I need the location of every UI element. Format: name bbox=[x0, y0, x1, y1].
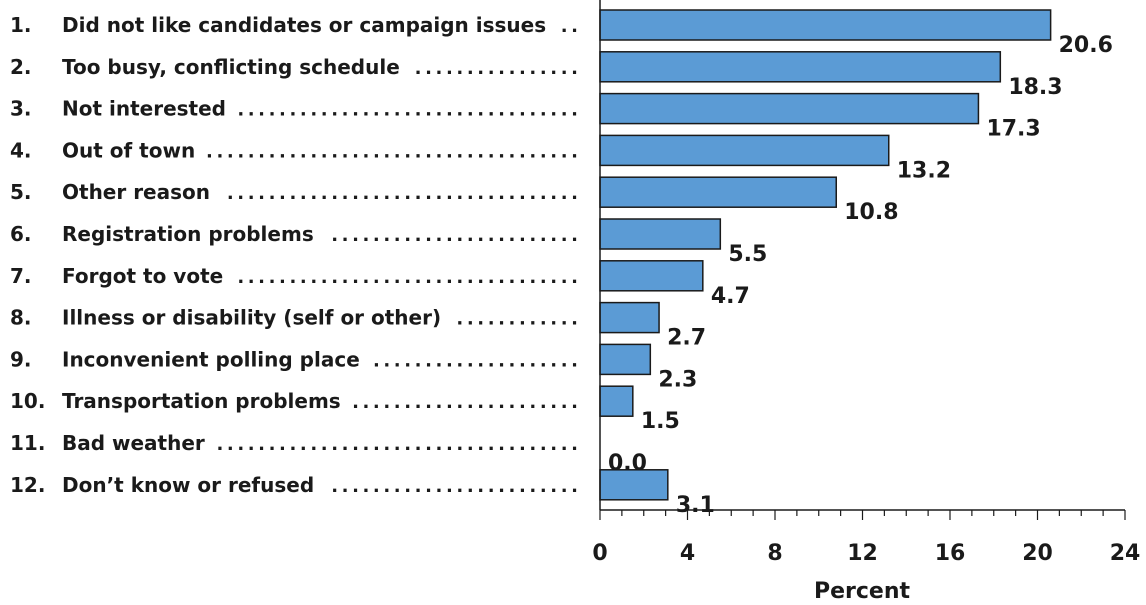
x-tick-label: 16 bbox=[935, 541, 966, 566]
category-label: Don’t know or refused bbox=[62, 473, 314, 497]
category-number: 11. bbox=[10, 431, 45, 455]
bar bbox=[599, 469, 669, 501]
dot-leader: . . . . . . . . . . . . . . . . . . . . … bbox=[237, 267, 578, 288]
category-number: 3. bbox=[10, 97, 32, 121]
value-label: 2.7 bbox=[667, 326, 706, 351]
category-label: Out of town bbox=[62, 138, 195, 162]
value-label: 3.1 bbox=[676, 493, 715, 518]
x-tick-label: 0 bbox=[592, 541, 607, 566]
category-number: 10. bbox=[10, 389, 45, 413]
bar bbox=[599, 385, 634, 417]
x-tick-label: 8 bbox=[767, 541, 782, 566]
category-label: Inconvenient polling place bbox=[62, 347, 360, 371]
value-labels: 20.6 18.3 17.3 13.2 10.8 5.5 4.72.7 2.3 1.5 0.0 3.… bbox=[608, 33, 1113, 518]
bar bbox=[599, 260, 704, 292]
category-number: 5. bbox=[10, 180, 32, 204]
dot-leader: . . . . . . . . . . . . . . . . . . . . bbox=[373, 350, 578, 371]
dot-leader: . . . . . . . . . . . . . . . . . . . . … bbox=[331, 225, 578, 246]
bar bbox=[599, 343, 652, 376]
bar bbox=[599, 51, 1002, 83]
value-label: 2.3 bbox=[658, 367, 697, 392]
bar bbox=[599, 9, 1052, 41]
value-label: 10.8 bbox=[844, 200, 898, 225]
dot-leader: . . . . . . . . . . . . . . . . . . . . … bbox=[237, 100, 578, 121]
value-label: 0.0 bbox=[608, 451, 647, 476]
dot-leader: . . . . . . . . . . . . . . . . bbox=[415, 58, 578, 79]
value-label: 17.3 bbox=[986, 117, 1040, 142]
bars bbox=[599, 9, 1052, 501]
category-label: Illness or disability (self or other) bbox=[62, 306, 441, 330]
value-label: 1.5 bbox=[641, 409, 680, 434]
category-label: Not interested bbox=[62, 97, 226, 121]
value-label: 5.5 bbox=[728, 242, 767, 267]
value-label: 20.6 bbox=[1059, 33, 1113, 58]
x-tick-label: 4 bbox=[680, 541, 695, 566]
category-number: 9. bbox=[10, 347, 32, 371]
x-tick-label: 24 bbox=[1110, 541, 1141, 566]
value-label: 18.3 bbox=[1008, 75, 1062, 100]
bar bbox=[599, 134, 890, 167]
bar bbox=[599, 218, 722, 250]
dot-leader: . . . . . . . . . . . . . . . . . . . . … bbox=[216, 434, 578, 455]
bar bbox=[599, 92, 980, 125]
x-axis: 0 4 8 12 16 20 24 bbox=[592, 0, 1140, 566]
category-label: Other reason bbox=[62, 180, 210, 204]
value-label: 13.2 bbox=[897, 158, 951, 183]
bar bbox=[599, 176, 837, 208]
category-label: Transportation problems bbox=[62, 389, 341, 413]
dot-leader: . . . . . . . . . . . . . . . . . . . . … bbox=[331, 476, 578, 497]
category-number: 2. bbox=[10, 55, 32, 79]
category-number: 8. bbox=[10, 306, 32, 330]
category-label: Forgot to vote bbox=[62, 264, 223, 288]
category-label: Registration problems bbox=[62, 222, 314, 246]
category-number: 6. bbox=[10, 222, 32, 246]
category-labels: 1. Did not like candidates or campaign is… bbox=[10, 13, 578, 497]
dot-leader: . . bbox=[561, 16, 578, 37]
category-label: Too busy, conflicting schedule bbox=[62, 55, 400, 79]
bar bbox=[599, 301, 660, 334]
dot-leader: . . . . . . . . . . . . bbox=[456, 309, 578, 330]
category-number: 7. bbox=[10, 264, 32, 288]
dot-leader: . . . . . . . . . . . . . . . . . . . . … bbox=[227, 183, 578, 204]
x-axis-title: Percent bbox=[814, 579, 911, 604]
category-number: 1. bbox=[10, 13, 32, 37]
dot-leader: . . . . . . . . . . . . . . . . . . . . … bbox=[352, 392, 578, 413]
value-label: 4.7 bbox=[711, 284, 750, 309]
x-tick-label: 12 bbox=[847, 541, 878, 566]
dot-leader: . . . . . . . . . . . . . . . . . . . . … bbox=[206, 141, 578, 162]
x-tick-label: 20 bbox=[1022, 541, 1053, 566]
category-number: 12. bbox=[10, 473, 45, 497]
category-label: Did not like candidates or campaign issu… bbox=[62, 13, 546, 37]
category-number: 4. bbox=[10, 138, 32, 162]
category-label: Bad weather bbox=[62, 431, 205, 455]
